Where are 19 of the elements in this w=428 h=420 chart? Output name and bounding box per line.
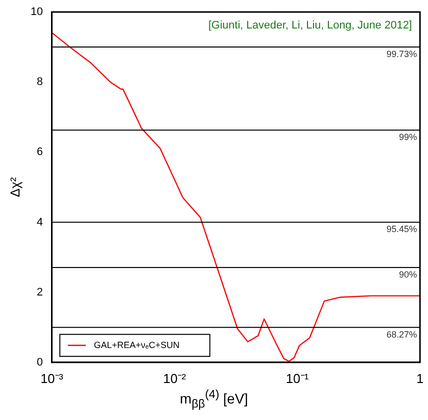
legend-label: GAL+REA+νₑC+SUN [94, 340, 180, 350]
annotation: 99.73% [386, 49, 417, 60]
x-tick-label: 10⁻³ [40, 370, 64, 386]
y-tick-label: 4 [36, 216, 43, 228]
x-axis-title: m$_{ββ}$$^{(4)}$ [eV] [178, 388, 250, 410]
y-tick-label: 10 [30, 6, 43, 18]
annotation: [Giunti, Laveder, Li, Liu, Long, June 2012] [208, 20, 412, 32]
y-tick-label: 2 [36, 286, 43, 298]
annotation: 68.27% [386, 329, 417, 340]
x-tick-label: 10⁻² [163, 370, 187, 386]
annotation: 99% [398, 132, 417, 142]
annotation: 95.45% [386, 224, 417, 234]
x-tick-label: 10⁻¹ [286, 370, 310, 386]
x-tick-label: 1 [416, 370, 424, 386]
y-tick-label: 8 [36, 76, 43, 88]
y-tick-label: 0 [36, 356, 43, 368]
annotation: 90% [398, 269, 417, 280]
y-axis-title: Δχ² [7, 176, 22, 198]
y-tick-label: 6 [36, 146, 43, 158]
